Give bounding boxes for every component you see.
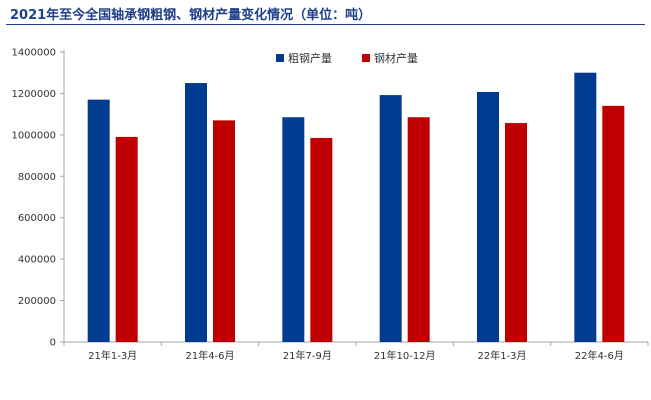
x-tick-label: 22年4-6月 — [575, 349, 624, 362]
title-underline — [6, 24, 645, 25]
legend-label: 钢材产量 — [374, 51, 418, 65]
y-tick-label: 1000000 — [11, 130, 56, 141]
y-tick-label: 1200000 — [11, 89, 56, 100]
y-tick-label: 400000 — [18, 255, 56, 266]
y-tick-label: 0 — [50, 338, 56, 349]
bar-steel-products — [407, 117, 430, 342]
bar-crude-steel — [379, 95, 402, 342]
bar-steel-products — [602, 105, 625, 342]
y-tick-label: 800000 — [18, 172, 56, 183]
legend-swatch — [362, 54, 370, 62]
x-tick-label: 21年1-3月 — [88, 349, 137, 362]
bar-crude-steel — [185, 83, 207, 343]
bar-steel-products — [505, 123, 527, 342]
x-tick-label: 22年1-3月 — [477, 349, 526, 362]
y-tick-label: 600000 — [18, 213, 56, 224]
bar-crude-steel — [574, 72, 597, 342]
x-tick-label: 21年4-6月 — [185, 349, 234, 362]
bar-crude-steel — [477, 91, 499, 342]
y-tick-label: 200000 — [18, 296, 56, 307]
legend-swatch — [276, 54, 284, 62]
bar-steel-products — [310, 137, 333, 342]
bar-crude-steel — [87, 99, 110, 343]
bar-steel-products — [213, 120, 235, 342]
x-tick-label: 21年10-12月 — [374, 349, 436, 362]
x-tick-label: 21年7-9月 — [283, 349, 332, 362]
chart-title: 2021年至今全国轴承钢粗钢、钢材产量变化情况（单位：吨） — [10, 8, 372, 23]
bar-steel-products — [115, 136, 138, 342]
y-tick-label: 1400000 — [11, 48, 56, 59]
bar-crude-steel — [282, 117, 305, 342]
legend-label: 粗钢产量 — [288, 51, 332, 65]
